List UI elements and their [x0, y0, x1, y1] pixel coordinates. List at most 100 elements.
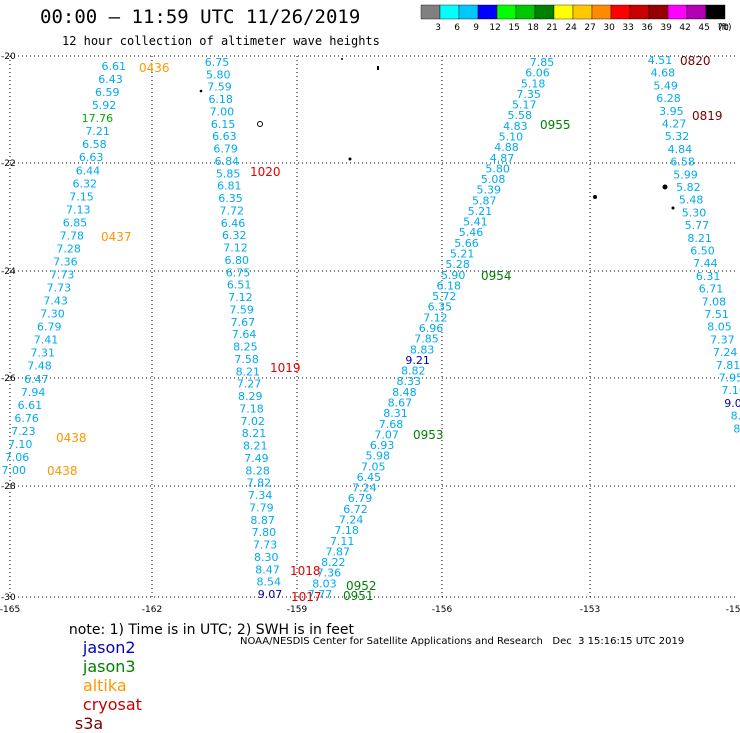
swh-value: 6.44 [76, 164, 101, 177]
swh-value: 6.51 [227, 279, 252, 292]
swh-value: 8.5 [731, 410, 740, 423]
swh-value: 7.49 [244, 452, 269, 465]
footer-credit: NOAA/NESDIS Center for Satellite Applica… [240, 636, 684, 647]
swh-value: 4.68 [651, 67, 676, 80]
colorbar-tick: 24 [565, 23, 577, 33]
colorbar-swatch [706, 5, 725, 19]
pass-time-label: 1019 [270, 361, 301, 375]
swh-value: 8.28 [245, 464, 270, 477]
colorbar-tick: 39 [660, 23, 672, 33]
swh-value: 7.44 [693, 257, 718, 270]
swh-value: 5.80 [206, 68, 231, 81]
colorbar-swatch [535, 5, 554, 19]
map-axes: -165-162-159-156-153-150-20-22-24-26-28-… [0, 52, 740, 615]
colorbar-swatch [630, 5, 649, 19]
swh-value: 7.80 [252, 526, 277, 539]
swh-value: 6.79 [37, 321, 62, 334]
legend-jason2: jason2 [83, 638, 136, 657]
swh-value: 8.21 [243, 440, 268, 453]
colorbar-swatch [592, 5, 611, 19]
pass-time-label: 0438 [47, 464, 78, 478]
swh-value: 7.23 [11, 425, 36, 438]
swh-value: 6.32 [222, 229, 247, 242]
colorbar-swatch [440, 5, 459, 19]
pass-time-label: 0955 [540, 118, 571, 132]
swh-value: 17.76 [82, 112, 114, 125]
swh-value: 7.73 [47, 282, 72, 295]
island-marker [672, 207, 675, 210]
swh-value: 8.25 [233, 341, 258, 354]
pass-time-label: 0820 [680, 54, 711, 68]
island-marker [377, 66, 379, 70]
islands [200, 58, 675, 210]
swh-value: 7.79 [249, 501, 274, 514]
island-marker [349, 158, 352, 161]
swh-value: 8.29 [238, 390, 263, 403]
swh-value: 3.95 [659, 105, 684, 118]
satellite-tracks: 6.616.436.595.9217.767.216.586.636.446.3… [2, 54, 740, 601]
colorbar-unit: (ft) [718, 23, 732, 33]
swh-value: 6.71 [699, 283, 724, 296]
island-marker [341, 58, 343, 60]
swh-value: 7.48 [27, 360, 52, 373]
colorbar-tick: 27 [584, 23, 595, 33]
pass-time-label: 0953 [413, 428, 444, 442]
swh-value: 8.21 [242, 427, 267, 440]
swh-value: 6.46 [221, 217, 246, 230]
lat-label: -26 [1, 374, 16, 384]
swh-value: 7.15 [69, 190, 94, 203]
swh-value: 7.02 [240, 415, 265, 428]
swh-value: 5.99 [673, 168, 698, 181]
colorbar-tick: 30 [603, 23, 615, 33]
swh-value: 7.59 [207, 81, 232, 94]
lon-label: -150 [726, 605, 740, 615]
legend-s3a: s3a [75, 714, 103, 733]
swh-value: 6.18 [208, 93, 233, 106]
island-marker [593, 195, 597, 199]
swh-value: 6.61 [18, 399, 43, 412]
swh-value: 7.00 [2, 464, 27, 477]
swh-value: 9.01 [724, 397, 740, 410]
swh-value: 4.51 [648, 54, 673, 67]
lat-label: -30 [1, 593, 16, 603]
swh-value: 6.84 [215, 155, 240, 168]
swh-value: 7.58 [234, 353, 259, 366]
swh-value: 7.27 [237, 378, 262, 391]
legend-cryosat: cryosat [83, 695, 142, 714]
colorbar-swatch [554, 5, 573, 19]
swh-value: 6.85 [63, 216, 88, 229]
swh-value: 8.47 [255, 563, 280, 576]
colorbar-tick: 3 [435, 23, 441, 33]
swh-value: 6.63 [79, 151, 104, 164]
swh-value: 7.59 [229, 303, 254, 316]
pass-time-label: 1020 [250, 165, 281, 179]
swh-value: 6.80 [224, 254, 249, 267]
swh-value: 7.72 [220, 204, 245, 217]
map-grid [10, 56, 738, 600]
swh-value: 7.24 [713, 346, 738, 359]
colorbar-tick: 15 [508, 23, 519, 33]
swh-value: 6.43 [98, 73, 123, 86]
swh-value: 6.79 [213, 143, 238, 156]
lat-label: -22 [1, 159, 16, 169]
swh-value: 7.00 [210, 105, 235, 118]
colorbar-tick: 9 [473, 23, 479, 33]
lat-label: -24 [1, 267, 16, 277]
swh-value: 5.85 [216, 167, 241, 180]
swh-value: 7.12 [228, 291, 253, 304]
swh-value: 7.41 [34, 334, 59, 347]
swh-value: 6.58 [82, 138, 107, 151]
swh-value: 7.31 [31, 347, 56, 360]
swh-value: 5.32 [665, 130, 690, 143]
island-marker [200, 90, 203, 93]
swh-value: 7.95 [719, 372, 740, 385]
colorbar-swatch [497, 5, 516, 19]
swh-value: 7.37 [710, 333, 735, 346]
pass-labels: 0436043704380438102010191018101709550954… [47, 54, 723, 604]
swh-value: 6.15 [211, 118, 236, 131]
swh-value: 5.30 [682, 206, 707, 219]
swh-value: 6.28 [656, 92, 681, 105]
swh-value: 5.77 [685, 219, 710, 232]
